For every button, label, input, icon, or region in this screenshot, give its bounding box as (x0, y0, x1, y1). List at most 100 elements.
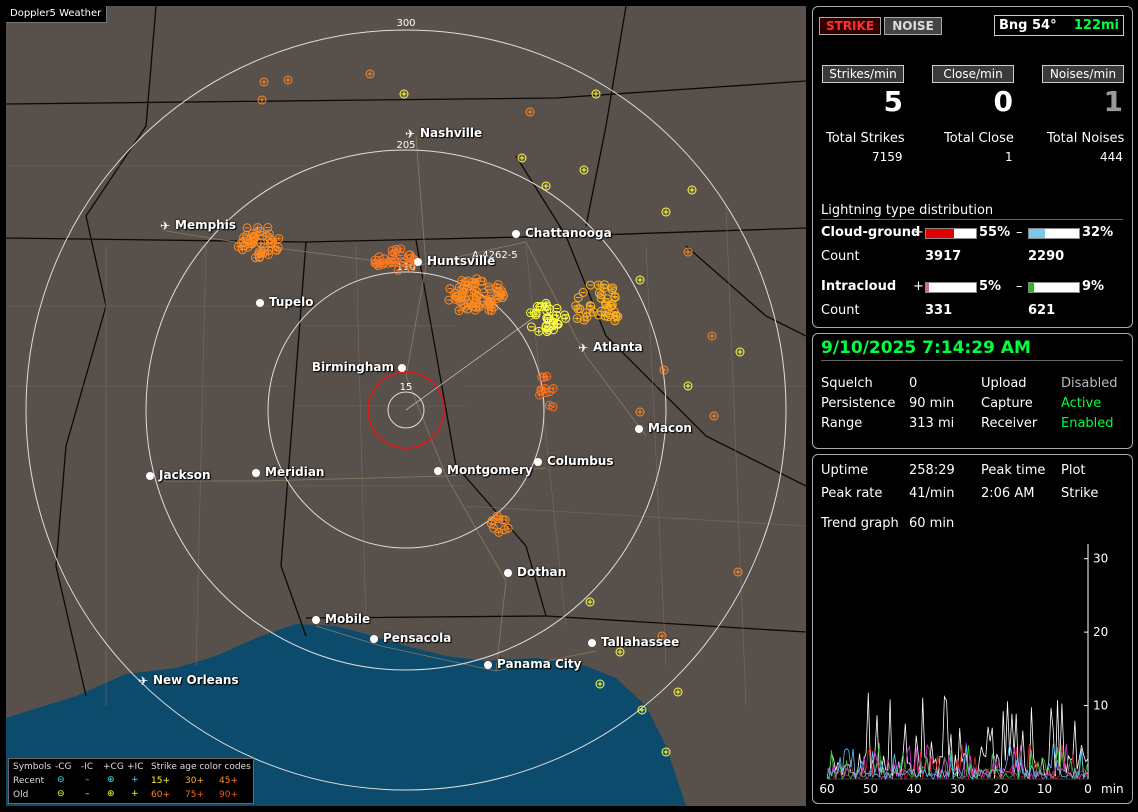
strike-marker-sign (276, 236, 282, 242)
airport-icon-new-orleans: ✈ (138, 674, 149, 688)
strike-marker-sign (595, 282, 601, 288)
strike-marker (535, 302, 545, 312)
recent-ic-pos-icon: + (131, 775, 139, 785)
old-cg-pos-icon: ⊕ (107, 789, 115, 799)
trend-graph-span[interactable]: 60 min (909, 516, 955, 531)
strike-marker (372, 259, 382, 269)
strike-marker (484, 284, 494, 294)
strike-marker (582, 312, 592, 322)
strike-marker-sign (685, 249, 691, 255)
strike-marker (735, 347, 745, 357)
capture-status[interactable]: Active (1061, 396, 1102, 411)
noise-button[interactable]: NOISE (884, 17, 942, 35)
plot-value[interactable]: Strike (1061, 486, 1099, 501)
strike-marker (573, 293, 583, 303)
strike-marker (365, 69, 375, 79)
strike-marker-sign (494, 285, 500, 291)
distribution-title: Lightning type distribution (821, 203, 994, 218)
map-title: Doppler5 Weather (6, 6, 108, 23)
strike-marker (585, 280, 595, 290)
range-value[interactable]: 313 mi (909, 416, 955, 431)
strike-marker (572, 313, 582, 323)
strike-marker (571, 301, 581, 311)
strike-marker (406, 263, 416, 273)
strike-marker-sign (551, 322, 557, 328)
map-canvas: 300 205 110 15 A-4262-5 (6, 6, 806, 806)
strike-marker-sign (401, 91, 407, 97)
strike-marker (539, 372, 549, 382)
strike-marker (526, 322, 536, 332)
strike-marker (733, 567, 743, 577)
ic-pos-count: 331 (925, 303, 953, 318)
city-dot-chattanooga (512, 230, 520, 238)
strike-marker-sign (486, 307, 492, 313)
total-strikes-label: Total Strikes (826, 131, 905, 146)
strike-marker (541, 322, 551, 332)
persistence-value[interactable]: 90 min (909, 396, 955, 411)
city-label-mobile: Mobile (325, 612, 371, 626)
strike-marker-sign (519, 155, 525, 161)
strike-marker-sign (536, 328, 542, 334)
trend-y-tick-label: 10 (1093, 699, 1108, 713)
upload-label: Upload (981, 376, 1027, 391)
peak-time-value: 2:06 AM (981, 486, 1035, 501)
strike-marker-sign (268, 239, 274, 245)
city-dot-columbus (534, 458, 542, 466)
strike-marker (610, 316, 620, 326)
upload-status[interactable]: Disabled (1061, 376, 1118, 391)
strike-marker (683, 381, 693, 391)
strike-marker (283, 75, 293, 85)
airport-icon-atlanta: ✈ (578, 341, 589, 355)
bearing-value: Bng 54° (999, 18, 1057, 33)
ic-neg-bar (1028, 282, 1080, 293)
city-dot-montgomery (434, 467, 442, 475)
strike-marker (385, 256, 395, 266)
strike-marker (604, 309, 614, 319)
strike-marker (548, 384, 558, 394)
strike-marker-sign (235, 244, 241, 250)
intracloud-label: Intracloud (821, 279, 897, 294)
strike-marker (709, 411, 719, 421)
close-per-min-label: Close/min (932, 65, 1014, 83)
strike-marker-sign (244, 232, 250, 238)
strike-marker (257, 95, 267, 105)
cg-count-label: Count (821, 249, 860, 264)
legend-age-90: 90+ (219, 790, 238, 800)
strike-marker-sign (398, 246, 404, 252)
lightning-map[interactable]: 300 205 110 15 A-4262-5 Doppler5 Weather… (6, 6, 806, 806)
strike-marker (659, 365, 669, 375)
squelch-value[interactable]: 0 (909, 376, 918, 391)
close-per-min-value: 0 (993, 85, 1013, 118)
ic-plus-sign: + (913, 279, 924, 294)
strike-marker-sign (408, 265, 414, 271)
strike-marker-sign (601, 285, 607, 291)
strike-marker-sign (735, 569, 741, 575)
strike-marker (259, 77, 269, 87)
strike-button[interactable]: STRIKE (819, 17, 881, 35)
city-label-new-orleans: New Orleans (153, 673, 239, 687)
uptime-label: Uptime (821, 463, 869, 478)
strike-marker (595, 679, 605, 689)
city-label-chattanooga: Chattanooga (525, 226, 612, 240)
receiver-status[interactable]: Enabled (1061, 416, 1114, 431)
strike-marker-sign (488, 521, 494, 527)
strike-marker (472, 292, 482, 302)
strike-marker-sign (603, 302, 609, 308)
strike-marker-sign (663, 209, 669, 215)
trend-y-tick-label: 20 (1093, 625, 1108, 639)
strike-marker (391, 244, 401, 254)
strike-marker (486, 519, 496, 529)
trend-x-tick-label: 40 (906, 782, 921, 796)
city-dot-huntsville (414, 258, 422, 266)
distance-value: 122mi (1073, 18, 1119, 33)
legend-cg-neg: -CG (55, 762, 72, 772)
strike-marker-sign (457, 299, 463, 305)
strike-marker (526, 308, 536, 318)
total-noises-value: 444 (1100, 150, 1123, 164)
city-dot-dothan (504, 569, 512, 577)
city-label-birmingham: Birmingham (311, 360, 394, 374)
strike-marker-sign (254, 230, 260, 236)
strike-marker (560, 310, 570, 320)
trend-trace (826, 742, 1089, 781)
strike-marker-sign (550, 386, 556, 392)
